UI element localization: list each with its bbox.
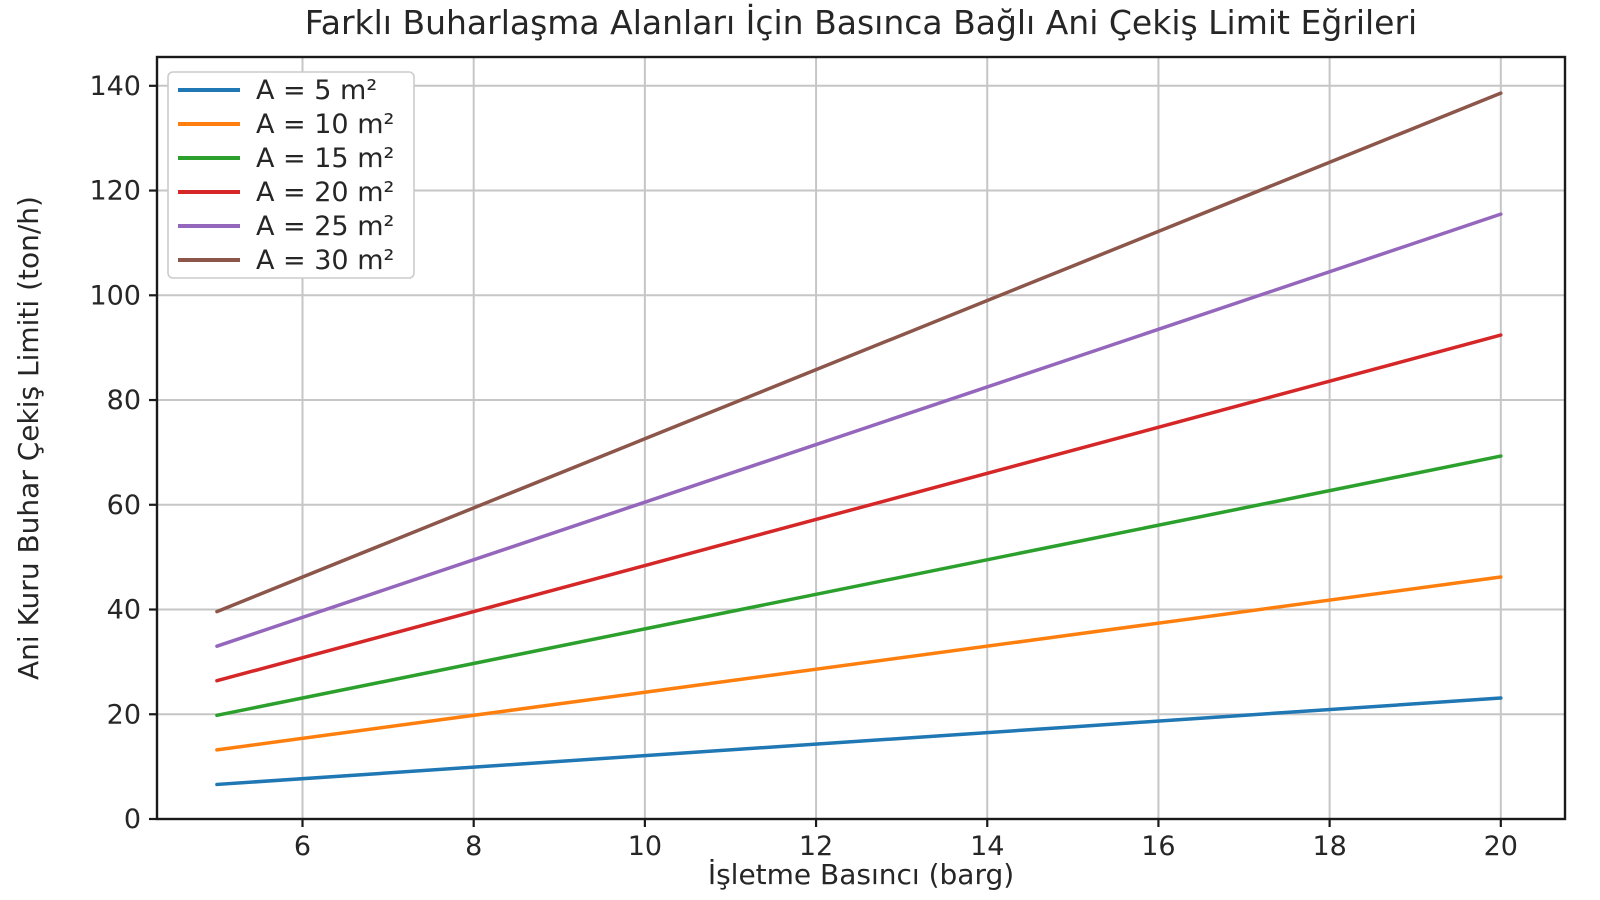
legend-label: A = 5 m² [256,75,377,106]
series-lines [215,91,1503,787]
legend-item-1: A = 10 m² [178,109,394,140]
legend-item-3: A = 20 m² [178,177,394,208]
legend: A = 5 m²A = 10 m²A = 15 m²A = 20 m²A = 2… [167,71,415,279]
series-line-1 [215,575,1503,752]
tick-marks [149,84,1502,827]
axes-spines [155,55,1567,821]
y-tick-label: 100 [89,280,141,311]
legend-item-2: A = 15 m² [178,143,394,174]
series-line-4 [215,212,1503,648]
x-tick-label: 8 [465,831,482,862]
y-tick-label: 140 [89,71,141,102]
chart-title: Farklı Buharlaşma Alanları İçin Basınca … [305,3,1417,42]
series-line-2 [215,454,1503,718]
y-tick-label: 60 [107,490,141,521]
x-tick-label: 16 [1141,831,1175,862]
y-tick-label: 20 [107,699,141,730]
series-line-5 [215,91,1503,614]
x-tick-label: 20 [1484,831,1518,862]
y-tick-label: 0 [124,804,141,835]
x-tick-label: 10 [628,831,662,862]
legend-label: A = 25 m² [256,211,394,242]
x-tick-label: 14 [970,831,1004,862]
series-line-3 [215,333,1503,683]
y-tick-label: 40 [107,595,141,626]
x-tick-label: 12 [799,831,833,862]
legend-label: A = 30 m² [256,245,394,276]
legend-item-4: A = 25 m² [178,211,394,242]
y-axis-label: Ani Kuru Buhar Çekiş Limiti (ton/h) [12,196,45,680]
x-tick-label: 6 [294,831,311,862]
x-tick-label: 18 [1312,831,1346,862]
x-axis-label: İşletme Basıncı (barg) [708,858,1014,891]
legend-item-5: A = 30 m² [178,245,394,276]
y-tick-label: 80 [107,385,141,416]
gridlines [157,57,1565,820]
legend-label: A = 15 m² [256,143,394,174]
series-line-0 [215,696,1503,787]
tick-labels: 6 8 10 12 14 16 18 20 0 20 40 60 80 100 120 140 [89,71,1518,862]
y-tick-label: 120 [89,176,141,207]
legend-item-0: A = 5 m² [178,75,377,106]
legend-label: A = 20 m² [256,177,394,208]
legend-label: A = 10 m² [256,109,394,140]
